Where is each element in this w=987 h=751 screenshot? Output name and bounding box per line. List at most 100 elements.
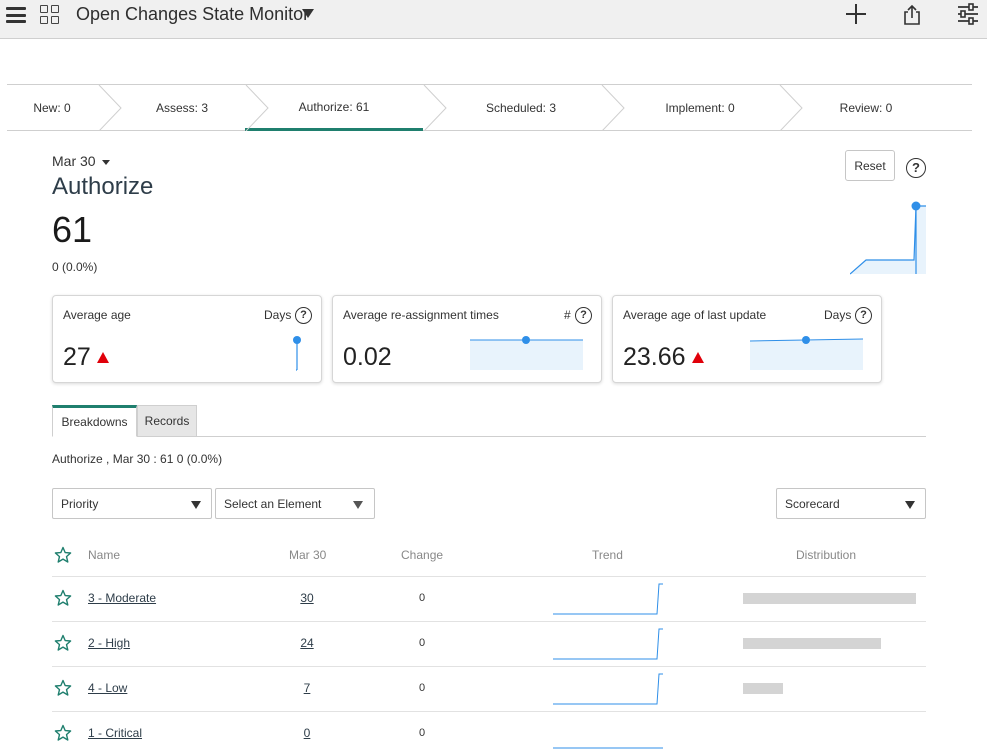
help-icon[interactable]: ? (855, 307, 872, 324)
stage-scheduled[interactable]: Scheduled: 3 (485, 100, 557, 115)
element-select-value: Select an Element (224, 497, 322, 511)
column-header-change[interactable]: Change (401, 548, 444, 562)
row-divider (52, 621, 926, 622)
date-label: Mar 30 (52, 153, 96, 169)
column-header-name[interactable]: Name (88, 548, 121, 562)
distribution-bar (743, 683, 783, 694)
card-value: 0.02 (343, 343, 392, 372)
stage-separator (779, 85, 803, 131)
stage-new[interactable]: New: 0 (33, 100, 71, 115)
star-icon[interactable] (54, 546, 72, 564)
view-select-value: Scorecard (785, 497, 840, 511)
share-icon[interactable] (903, 4, 921, 26)
sparkline-point (911, 201, 921, 211)
trend-up-icon (691, 352, 704, 363)
row-trend-sparkline (553, 628, 663, 660)
card-title: Average age of last update (623, 308, 767, 322)
sparkline-point (522, 336, 530, 344)
row-divider (52, 711, 926, 712)
stage-separator (245, 85, 269, 131)
caret-down-icon[interactable] (302, 9, 314, 18)
distribution-bar (743, 593, 916, 604)
plus-icon[interactable] (846, 4, 866, 24)
sparkline-point (293, 336, 301, 344)
card-unit: Days (264, 308, 292, 322)
indicator-change: 0 (0.0%) (52, 260, 98, 274)
column-header-date[interactable]: Mar 30 (289, 548, 327, 562)
caret-down-icon (191, 501, 201, 509)
card-average-age[interactable]: Average age Days ? 27 (52, 295, 322, 383)
stage-separator (423, 85, 447, 131)
card-title: Average re-assignment times (343, 308, 499, 322)
row-value-link[interactable]: 0 (303, 726, 311, 740)
card-sparkline (293, 336, 301, 371)
view-select[interactable]: Scorecard (776, 488, 926, 519)
card-sparkline (470, 336, 583, 370)
card-value-text: 23.66 (623, 343, 686, 371)
row-trend-sparkline (553, 583, 663, 615)
distribution-bar (743, 638, 881, 649)
card-value-text: 0.02 (343, 343, 392, 371)
stage-separator (601, 85, 625, 131)
card-value: 27 (63, 343, 109, 372)
tabs-divider (52, 436, 926, 437)
stage-implement[interactable]: Implement: 0 (665, 100, 735, 115)
column-header-distribution: Distribution (796, 548, 857, 562)
stage-review[interactable]: Review: 0 (839, 100, 893, 115)
caret-down-icon (905, 501, 915, 509)
row-value-link[interactable]: 7 (303, 681, 311, 695)
row-name-link[interactable]: 1 - Critical (88, 726, 143, 740)
stage-authorize[interactable]: Authorize: 61 (245, 85, 423, 131)
card-last-update[interactable]: Average age of last update Days ? 23.66 (612, 295, 882, 383)
tab-records[interactable]: Records (137, 405, 197, 437)
row-name-link[interactable]: 2 - High (88, 636, 131, 650)
indicator-sparkline (850, 201, 926, 275)
row-divider (52, 666, 926, 667)
caret-down-icon (353, 501, 363, 509)
page-title: Open Changes State Monitor (76, 4, 310, 24)
row-value-link[interactable]: 30 (300, 591, 314, 605)
indicator-title: Authorize (52, 173, 154, 200)
star-icon[interactable] (54, 679, 72, 697)
row-name-link[interactable]: 4 - Low (88, 681, 128, 695)
card-unit: Days (824, 308, 852, 322)
row-value-link[interactable]: 24 (300, 636, 314, 650)
help-icon[interactable]: ? (906, 158, 926, 178)
breakdown-select-value: Priority (61, 497, 99, 511)
grid-icon[interactable] (40, 5, 60, 25)
row-change: 0 (418, 682, 426, 694)
row-change: 0 (418, 592, 426, 604)
row-name-link[interactable]: 3 - Moderate (88, 591, 157, 605)
card-unit: # (564, 308, 571, 322)
caret-down-icon (101, 159, 110, 165)
reset-button[interactable]: Reset (845, 150, 895, 181)
star-icon[interactable] (54, 589, 72, 607)
breakdown-select[interactable]: Priority (52, 488, 212, 519)
row-trend-sparkline (553, 673, 663, 705)
sparkline-point (802, 336, 810, 344)
stage-separator (98, 85, 122, 131)
settings-icon[interactable] (957, 3, 979, 25)
stage-assess[interactable]: Assess: 3 (155, 100, 209, 115)
card-title: Average age (63, 308, 131, 322)
star-icon[interactable] (54, 724, 72, 742)
card-value: 23.66 (623, 343, 704, 372)
stage-bar: New: 0 Assess: 3 Authorize: 61 Scheduled… (7, 84, 972, 131)
row-change: 0 (418, 727, 426, 739)
breakdown-summary: Authorize , Mar 30 : 61 0 (0.0%) (52, 452, 223, 466)
card-reassignment[interactable]: Average re-assignment times # ? 0.02 (332, 295, 602, 383)
star-icon[interactable] (54, 634, 72, 652)
element-select[interactable]: Select an Element (215, 488, 375, 519)
indicator-value: 61 (52, 209, 93, 250)
date-select[interactable]: Mar 30 (52, 153, 110, 169)
help-icon[interactable]: ? (295, 307, 312, 324)
row-change: 0 (418, 637, 426, 649)
row-trend-sparkline (553, 747, 663, 749)
tab-breakdowns[interactable]: Breakdowns (52, 405, 137, 437)
row-divider (52, 576, 926, 577)
top-bar: Open Changes State Monitor (0, 0, 987, 39)
menu-icon[interactable] (6, 7, 26, 23)
help-icon[interactable]: ? (575, 307, 592, 324)
column-header-trend: Trend (592, 548, 623, 562)
trend-up-icon (96, 352, 109, 363)
